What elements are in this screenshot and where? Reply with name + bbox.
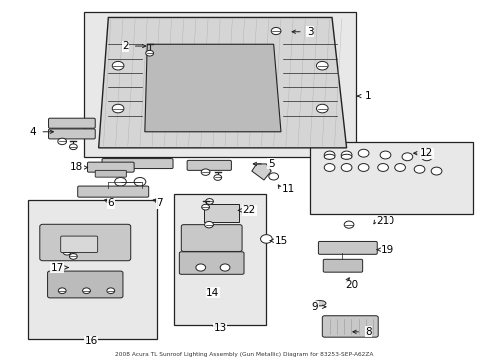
Circle shape <box>69 253 77 259</box>
Circle shape <box>220 264 229 271</box>
Circle shape <box>316 62 327 70</box>
Circle shape <box>358 149 368 157</box>
Ellipse shape <box>313 301 325 306</box>
FancyBboxPatch shape <box>203 204 238 222</box>
Text: 20: 20 <box>344 280 357 291</box>
Text: 6: 6 <box>107 198 114 208</box>
Polygon shape <box>251 164 271 180</box>
Circle shape <box>316 104 327 113</box>
Text: 2: 2 <box>122 41 128 51</box>
Text: 21: 21 <box>376 216 389 226</box>
Bar <box>309 143 472 214</box>
Circle shape <box>401 153 412 161</box>
Text: 17: 17 <box>51 262 64 273</box>
Circle shape <box>379 151 390 159</box>
Text: 8: 8 <box>365 327 371 337</box>
Circle shape <box>271 27 281 35</box>
Text: 11: 11 <box>281 184 294 194</box>
Circle shape <box>358 163 368 171</box>
Circle shape <box>134 177 145 186</box>
Text: 18: 18 <box>70 162 83 172</box>
Circle shape <box>201 169 209 175</box>
Text: 15: 15 <box>274 236 287 246</box>
FancyBboxPatch shape <box>102 158 173 168</box>
Circle shape <box>324 163 334 171</box>
Text: 5: 5 <box>267 159 274 169</box>
Circle shape <box>205 199 213 204</box>
Circle shape <box>341 151 351 159</box>
Circle shape <box>268 173 278 180</box>
Circle shape <box>115 177 126 186</box>
Text: 19: 19 <box>381 245 394 255</box>
Circle shape <box>260 235 272 243</box>
Text: 12: 12 <box>419 148 432 158</box>
Text: 3: 3 <box>306 27 313 37</box>
Circle shape <box>196 264 205 271</box>
Circle shape <box>377 163 387 171</box>
Bar <box>28 200 157 339</box>
Circle shape <box>58 138 66 145</box>
Circle shape <box>145 50 153 56</box>
FancyBboxPatch shape <box>78 186 148 197</box>
Circle shape <box>430 167 441 175</box>
Bar <box>84 12 356 157</box>
FancyBboxPatch shape <box>323 259 362 272</box>
Ellipse shape <box>341 154 351 159</box>
Text: 16: 16 <box>84 337 98 346</box>
Polygon shape <box>144 44 281 132</box>
FancyBboxPatch shape <box>61 236 98 252</box>
FancyBboxPatch shape <box>179 252 244 274</box>
Circle shape <box>344 221 353 228</box>
FancyBboxPatch shape <box>318 242 376 254</box>
Circle shape <box>324 151 334 159</box>
Circle shape <box>107 288 115 294</box>
Circle shape <box>213 175 221 180</box>
Circle shape <box>394 163 405 171</box>
Polygon shape <box>99 18 346 148</box>
Text: 14: 14 <box>206 288 219 297</box>
FancyBboxPatch shape <box>87 162 134 172</box>
Circle shape <box>204 221 213 228</box>
FancyBboxPatch shape <box>48 118 95 128</box>
Circle shape <box>413 165 424 173</box>
FancyBboxPatch shape <box>40 224 130 261</box>
Circle shape <box>63 249 71 255</box>
Text: 2008 Acura TL Sunroof Lighting Assembly (Gun Metallic) Diagram for 83253-SEP-A62: 2008 Acura TL Sunroof Lighting Assembly … <box>115 352 373 357</box>
FancyBboxPatch shape <box>181 225 242 251</box>
FancyBboxPatch shape <box>48 129 95 139</box>
FancyBboxPatch shape <box>187 160 231 170</box>
Circle shape <box>112 62 123 70</box>
Text: 1: 1 <box>365 91 371 101</box>
Circle shape <box>69 144 77 150</box>
Text: 7: 7 <box>156 198 163 208</box>
Text: 4: 4 <box>30 127 36 137</box>
Circle shape <box>82 288 90 294</box>
Text: 10: 10 <box>381 216 394 226</box>
Circle shape <box>201 204 209 210</box>
FancyBboxPatch shape <box>47 271 122 298</box>
Bar <box>174 194 266 325</box>
FancyBboxPatch shape <box>322 316 377 337</box>
Circle shape <box>112 104 123 113</box>
Circle shape <box>421 153 431 161</box>
Text: 13: 13 <box>213 323 226 333</box>
FancyBboxPatch shape <box>95 170 126 177</box>
Text: 22: 22 <box>242 205 255 215</box>
Circle shape <box>341 163 351 171</box>
Text: 9: 9 <box>311 302 318 312</box>
Ellipse shape <box>324 154 334 159</box>
Circle shape <box>58 288 66 294</box>
